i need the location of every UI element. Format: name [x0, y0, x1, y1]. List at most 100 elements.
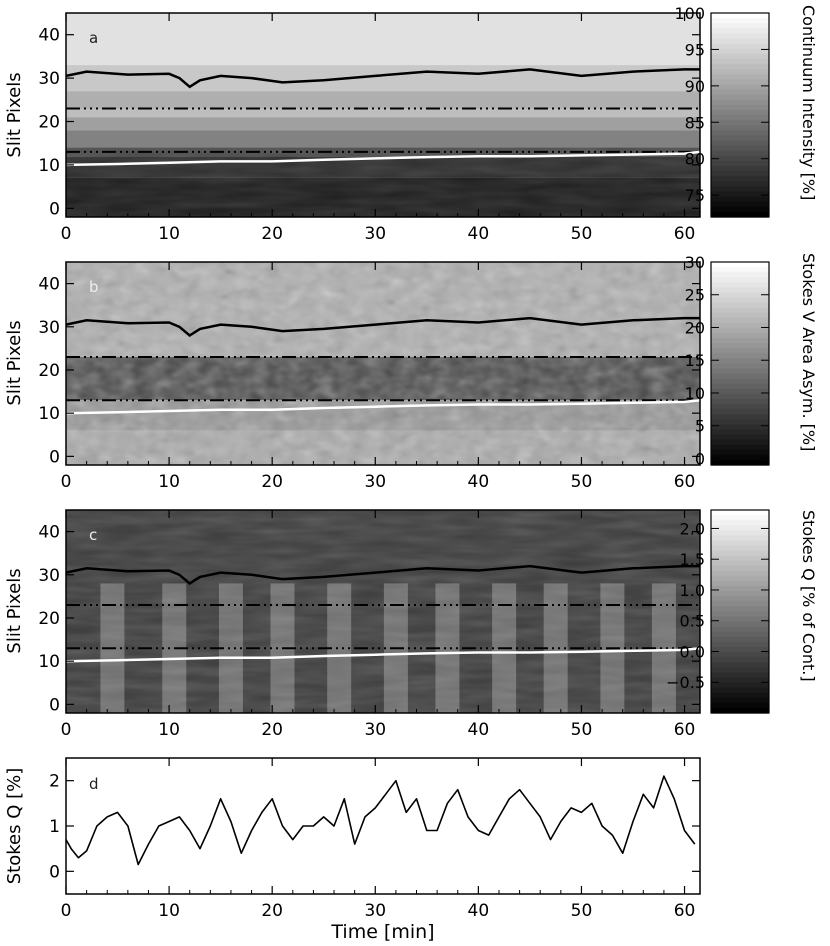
- colorbar-swatch: [711, 312, 769, 319]
- colorbar-swatch: [711, 429, 769, 436]
- colorbar-swatch: [711, 43, 769, 50]
- colorbar-swatch: [711, 333, 769, 339]
- x-tick-label: 20: [261, 224, 283, 244]
- x-tick-label: 60: [674, 472, 696, 492]
- colorbar-swatch: [711, 160, 769, 167]
- texture: [66, 262, 700, 465]
- x-tick-label: 50: [571, 901, 593, 921]
- colorbar-swatch: [711, 667, 769, 673]
- x-tick-label: 30: [364, 472, 386, 492]
- y-tick-label: 0: [49, 199, 60, 219]
- y-tick-label: 40: [38, 26, 60, 46]
- colorbar-swatch: [711, 89, 769, 96]
- colorbar-tick-label: 1.0: [680, 581, 705, 600]
- x-tick-label: 40: [468, 224, 490, 244]
- panel-b-ylabel: Slit Pixels: [4, 320, 25, 405]
- y-tick-label: 0: [49, 862, 60, 882]
- colorbar-swatch: [711, 84, 769, 91]
- colorbar-swatch: [711, 48, 769, 55]
- panel-b-lines: [65, 316, 701, 415]
- x-tick-label: 10: [158, 720, 180, 740]
- colorbar-swatch: [711, 368, 769, 375]
- colorbar-swatch: [711, 58, 769, 65]
- colorbar-swatch: [711, 287, 769, 294]
- y-tick-label: 20: [38, 361, 60, 381]
- x-tick-label: 10: [158, 224, 180, 244]
- colorbar-swatch: [711, 358, 769, 365]
- colorbar-swatch: [711, 414, 769, 420]
- colorbar-tick-label: 5: [695, 417, 705, 436]
- colorbar-frame: [710, 509, 770, 714]
- panel-c: 0 10 20 30 40 50 60 0 10 20 30 40 c Slit Pixels −0.…: [4, 509, 818, 740]
- y-tick-label: 0: [49, 447, 60, 467]
- panel-a-image: [66, 13, 700, 217]
- colorbar-swatch: [711, 682, 769, 689]
- colorbar-c: −0.5 0.0 0.5 1.0 1.5 2.0: [666, 509, 770, 714]
- colorbar-swatch: [711, 616, 769, 623]
- x-tick-label: 20: [261, 901, 283, 921]
- y-tick-label: 20: [38, 609, 60, 629]
- panel-a-lines: [65, 68, 701, 167]
- colorbar-swatch: [711, 338, 769, 344]
- colorbar-swatch: [711, 672, 769, 679]
- colorbar-swatch: [711, 317, 769, 324]
- panel-c-frame: [65, 509, 701, 714]
- colorbar-swatch: [711, 267, 769, 273]
- colorbar-swatch: [711, 94, 769, 101]
- colorbar-swatch: [711, 373, 769, 380]
- colorbar-tick-label: 80: [685, 150, 705, 169]
- colorbar-tick-label: 90: [685, 77, 705, 96]
- panel-c-image: [66, 510, 700, 713]
- panel-a-axes: 0 10 20 30 40 50 60 0 10 20 30 40: [38, 13, 700, 244]
- boundary-line-white: [65, 150, 701, 167]
- colorbar-swatch: [711, 611, 769, 618]
- y-tick-label: 30: [38, 566, 60, 586]
- colorbar-swatch: [711, 520, 769, 526]
- boundary-line-black: [65, 564, 700, 585]
- colorbar-swatch: [711, 277, 769, 283]
- colorbar-swatch: [711, 449, 769, 456]
- colorbar-swatch: [711, 399, 769, 405]
- colorbar-tick-label: 95: [685, 40, 705, 59]
- colorbar-swatch: [711, 125, 769, 131]
- colorbar-swatch: [711, 292, 769, 299]
- x-tick-label: 40: [468, 901, 490, 921]
- colorbar-swatch: [711, 74, 769, 80]
- boundary-line-black: [65, 316, 700, 337]
- colorbar-tick-label: 30: [685, 253, 705, 272]
- intensity-band: [66, 91, 700, 109]
- panel-d-series: [65, 775, 696, 866]
- colorbar-swatch: [711, 23, 769, 29]
- colorbar-swatch: [711, 550, 769, 557]
- y-tick-label: 10: [38, 652, 60, 672]
- colorbar-swatch: [711, 530, 769, 536]
- y-tick-label: 0: [49, 695, 60, 715]
- colorbar-swatch: [711, 206, 769, 213]
- colorbar-swatch: [711, 459, 769, 466]
- colorbar-swatch: [711, 606, 769, 613]
- x-tick-label: 50: [571, 472, 593, 492]
- colorbar-swatch: [711, 692, 769, 699]
- colorbar-swatch: [711, 327, 769, 334]
- colorbar-swatch: [711, 439, 769, 446]
- x-tick-label: 10: [158, 472, 180, 492]
- colorbar-swatch: [711, 404, 769, 410]
- colorbar-swatch: [711, 652, 769, 658]
- colorbar-swatch: [711, 186, 769, 193]
- colorbar-swatch: [711, 196, 769, 203]
- boundary-line-black: [65, 68, 700, 89]
- colorbar-swatch: [711, 53, 769, 60]
- x-tick-label: 50: [571, 224, 593, 244]
- colorbar-swatch: [711, 211, 769, 218]
- x-tick-label: 30: [364, 720, 386, 740]
- panel-b-frame: [65, 261, 701, 466]
- colorbar-a-label: Continuum Intensity [%]: [799, 5, 818, 200]
- colorbar-tick-label: 15: [685, 351, 705, 370]
- panel-d-ylabel: Stokes Q [%]: [4, 768, 25, 885]
- panel-c-axes: 0 10 20 30 40 50 60 0 10 20 30 40: [38, 510, 700, 740]
- colorbar-swatch: [711, 155, 769, 162]
- colorbar-swatch: [711, 570, 769, 577]
- colorbar-swatch: [711, 560, 769, 567]
- colorbar-swatch: [711, 444, 769, 451]
